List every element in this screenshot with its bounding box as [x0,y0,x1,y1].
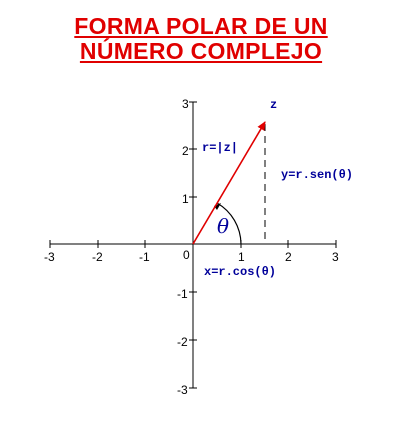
title-line-2: NÚMERO COMPLEJO [79,38,323,64]
y-tick-label: -3 [177,383,188,397]
y-tick-label: -1 [177,287,188,301]
y-tick-marks [189,101,197,389]
y-tick-label: -2 [177,335,188,349]
y-tick-label: 1 [182,192,189,206]
complex-vector [192,121,266,245]
x-tick-label: -1 [139,250,150,264]
angle-theta-label: θ [217,214,229,238]
x-tick-label: -3 [44,250,55,264]
y-tick-label: 2 [182,144,189,158]
x-tick-label: -2 [92,250,103,264]
x-tick-label: 1 [238,250,245,264]
modulus-label: r=|z| [202,141,238,155]
real-part-label: x=r.cos(θ) [204,265,276,279]
x-tick-label: 2 [285,250,292,264]
x-tick-label: 3 [332,250,339,264]
imaginary-part-label: y=r.sen(θ) [281,168,353,182]
y-tick-label: 3 [182,97,189,111]
angle-arc-arrowhead [214,203,221,210]
title-line-1: FORMA POLAR DE UN [74,13,328,39]
x-tick-label: 0 [183,248,190,262]
z-label: z [270,98,277,112]
angle-arc [216,202,242,245]
